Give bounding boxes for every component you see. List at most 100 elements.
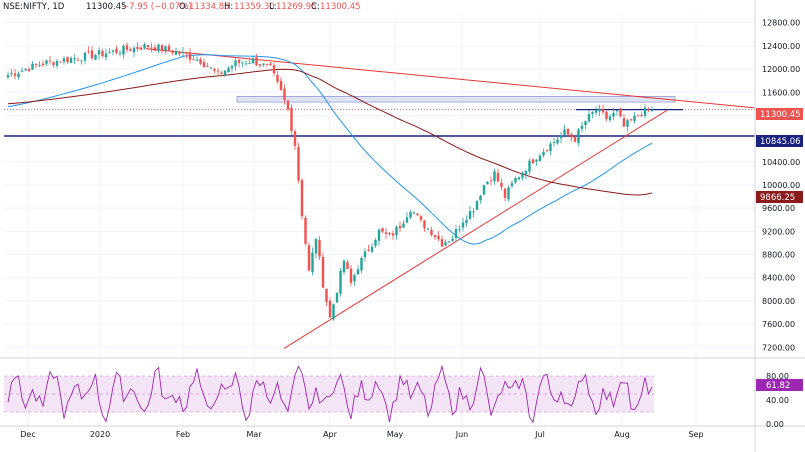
candle-body — [83, 52, 87, 61]
candle — [489, 176, 493, 186]
candle — [318, 236, 321, 260]
candle-body — [426, 228, 430, 230]
candle — [563, 124, 566, 136]
close-value: 11300.45 — [320, 2, 361, 12]
candle — [216, 67, 220, 77]
candle — [451, 235, 454, 242]
candle — [419, 214, 423, 223]
support-price-tag-text: 10845.06 — [760, 137, 801, 147]
candle-body — [304, 217, 307, 244]
x-tick-label: Jul — [534, 430, 545, 439]
candle-body — [587, 114, 591, 122]
candle-body — [192, 59, 195, 61]
candle-body — [24, 69, 27, 71]
candle — [258, 63, 262, 69]
candle-body — [108, 51, 111, 53]
candle-body — [115, 48, 118, 53]
y-tick-label: 8400.00 — [762, 274, 795, 283]
candle-body — [125, 45, 129, 50]
candle-body — [195, 59, 199, 61]
candle — [514, 176, 517, 184]
candle — [55, 58, 59, 69]
candle-body — [101, 51, 104, 56]
candle — [626, 118, 629, 132]
candle-body — [356, 269, 360, 275]
candle-body — [503, 188, 507, 198]
candle — [132, 45, 136, 58]
candle — [244, 60, 248, 66]
candle — [20, 67, 24, 73]
candle — [615, 110, 619, 116]
y-tick-label: 12400.00 — [762, 42, 800, 51]
candle — [223, 69, 227, 77]
candle — [580, 121, 584, 133]
candle-body — [6, 74, 10, 78]
candle-body — [321, 257, 325, 288]
rsi-tick-label: 80.00 — [766, 372, 789, 381]
candle — [230, 64, 234, 73]
y-tick-label: 7600.00 — [762, 320, 795, 329]
candle-body — [251, 58, 255, 64]
candle-body — [647, 108, 650, 111]
candle — [643, 104, 647, 119]
candle — [111, 49, 115, 56]
candle — [608, 113, 612, 123]
candle-body — [307, 245, 311, 271]
candle-body — [640, 114, 643, 116]
candle-body — [199, 59, 202, 64]
candle-body — [514, 178, 517, 183]
candle-body — [332, 304, 335, 320]
candle-body — [339, 270, 342, 294]
candle-body — [423, 220, 426, 229]
candle — [437, 230, 440, 242]
candle-body — [353, 275, 356, 282]
candle — [587, 109, 591, 124]
candle-body — [521, 172, 524, 178]
candle-body — [465, 219, 468, 223]
candle — [185, 53, 188, 59]
candle — [125, 42, 129, 53]
candle-body — [181, 52, 185, 54]
candle — [73, 54, 76, 64]
candle-body — [97, 50, 101, 55]
candle-body — [297, 147, 300, 181]
candle — [356, 265, 360, 275]
candle — [479, 194, 482, 204]
candle — [500, 178, 503, 191]
candle-body — [381, 228, 384, 232]
candle-body — [598, 108, 601, 112]
candle — [139, 45, 143, 51]
candle — [118, 50, 122, 57]
candle — [80, 59, 83, 65]
candle — [402, 220, 405, 228]
candle-body — [213, 69, 216, 71]
candle — [507, 185, 510, 202]
candle-body — [360, 257, 363, 271]
candle-body — [157, 44, 160, 51]
main-overlays — [4, 48, 756, 349]
x-tick-label: Mar — [246, 430, 262, 439]
candle-body — [174, 50, 178, 55]
candle — [528, 158, 531, 175]
candle — [146, 44, 150, 49]
candle-body — [122, 45, 125, 55]
y-tick-label: 12000.00 — [762, 65, 800, 74]
candle — [251, 56, 255, 65]
candle — [482, 184, 486, 196]
candle — [171, 49, 174, 56]
y-tick-label: 7200.00 — [762, 343, 795, 352]
candle-body — [398, 225, 402, 229]
candle — [104, 48, 108, 61]
candle — [167, 43, 171, 51]
candle — [559, 132, 563, 144]
candle-body — [626, 120, 629, 127]
ma-long-line — [7, 68, 653, 196]
candle-body — [139, 47, 143, 50]
candle — [304, 215, 307, 246]
candle-body — [52, 62, 55, 65]
candle — [636, 114, 640, 117]
candle — [342, 259, 346, 275]
candle-body — [605, 111, 608, 120]
legend: NSE:NIFTY, 1D 11300.45 −7.95 (−0.07%) O:… — [3, 2, 361, 12]
